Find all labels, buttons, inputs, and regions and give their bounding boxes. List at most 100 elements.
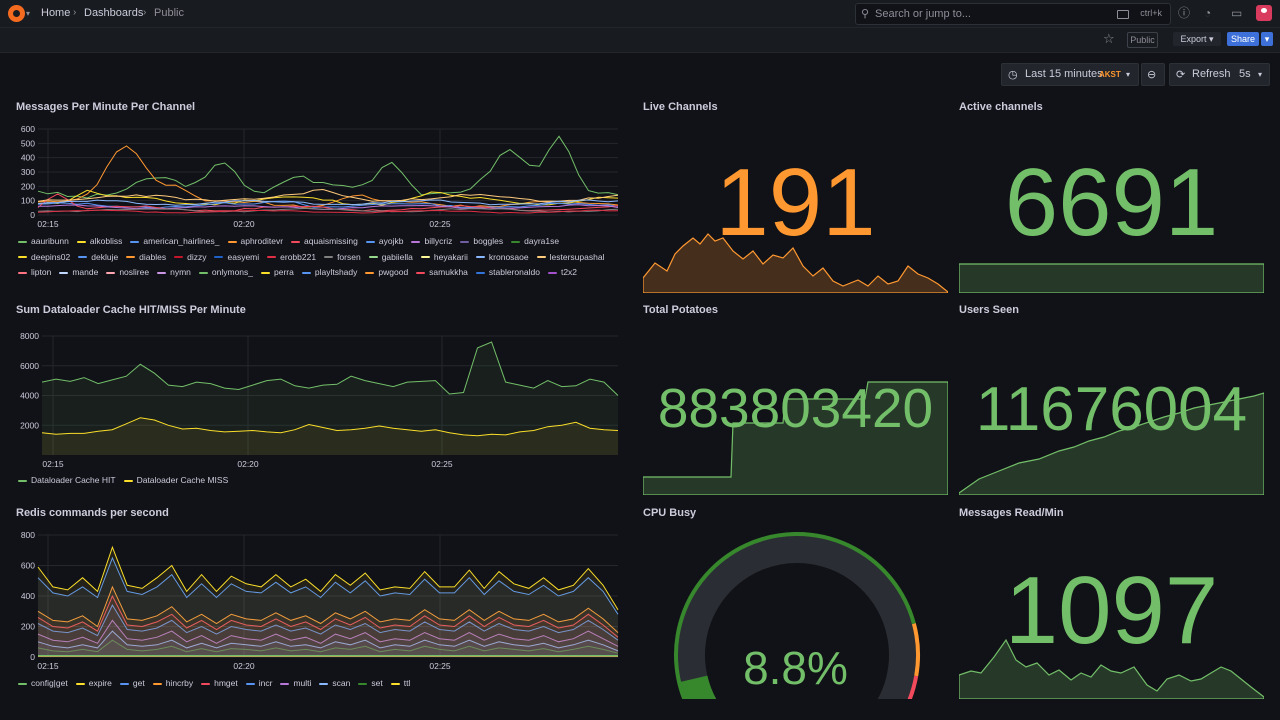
panel-redis-commands[interactable]: Redis commands per second 0 200 400 600 800 0… [16, 507, 626, 692]
legend-item[interactable]: config|get [18, 676, 68, 692]
legend-item[interactable]: Dataloader Cache HIT [18, 473, 116, 489]
panel-messages-per-minute[interactable]: Messages Per Minute Per Channel 0 100 200 3… [16, 101, 626, 290]
series-area [38, 586, 618, 657]
legend-item[interactable]: billycriz [411, 234, 452, 250]
legend-label: incr [258, 678, 273, 688]
panel-title: Messages Per Minute Per Channel [16, 101, 196, 113]
legend-item[interactable]: set [358, 676, 383, 692]
legend-item[interactable]: incr [245, 676, 273, 692]
user-avatar[interactable] [1256, 5, 1272, 21]
legend-label: aauribunn [31, 236, 69, 246]
star-icon[interactable]: ☆ [1103, 31, 1115, 46]
legend-item[interactable]: dizzy [174, 250, 206, 266]
legend-item[interactable]: alkobliss [76, 234, 122, 250]
legend-item[interactable]: stableronaldo [475, 265, 540, 281]
legend-label: deepins02 [31, 251, 71, 262]
series-area [38, 640, 618, 657]
legend-item[interactable]: heyakarii [420, 250, 468, 266]
legend-swatch [18, 682, 27, 685]
legend-item[interactable]: gabiiella [368, 250, 413, 266]
panel-messages-read[interactable]: Messages Read/Min 1097 [959, 507, 1264, 699]
legend-item[interactable]: t2x2 [547, 265, 577, 281]
legend-item[interactable]: kronosaoe [475, 250, 529, 266]
legend-item[interactable]: scan [319, 676, 350, 692]
legend-item[interactable]: expire [75, 676, 112, 692]
legend-item[interactable]: erobb221 [267, 250, 316, 266]
legend-item[interactable]: nymn [157, 265, 191, 281]
series-area [38, 605, 618, 657]
legend-item[interactable]: Dataloader Cache MISS [123, 473, 229, 489]
legend-label: lestersupashal [549, 251, 605, 262]
legend-item[interactable]: dayra1se [511, 234, 559, 250]
help-icon[interactable]: ⓘ [1178, 6, 1191, 20]
legend-item[interactable]: easyemi [214, 250, 259, 266]
legend-item[interactable]: dekluje [78, 250, 118, 266]
panel-total-potatoes[interactable]: Total Potatoes 883803420 [643, 304, 948, 495]
legend-item[interactable]: hmget [201, 676, 238, 692]
legend-item[interactable]: lestersupashal [536, 250, 605, 266]
legend-swatch [78, 256, 88, 259]
share-options-chevron-icon[interactable]: ▾ [1261, 32, 1273, 46]
legend-item[interactable]: hincrby [152, 676, 193, 692]
grafana-logo-icon[interactable] [8, 5, 25, 22]
y-tick-label: 200 [21, 181, 35, 191]
legend-label: kronosaoe [488, 251, 529, 262]
legend-item[interactable]: boggles [460, 234, 503, 250]
chevron-down-icon: ▾ [1258, 70, 1263, 79]
legend-swatch [76, 240, 86, 243]
refresh-button[interactable]: ⟳ Refresh 5s ▾ [1169, 63, 1270, 86]
legend-item[interactable]: american_hairlines_ [130, 234, 220, 250]
legend-item[interactable]: multi [280, 676, 311, 692]
rss-news-icon[interactable]: ◔ [1204, 6, 1212, 20]
refresh-label: Refresh [1192, 68, 1231, 80]
legend-item[interactable]: aphroditevr [227, 234, 283, 250]
export-button[interactable]: Export ▾ [1173, 32, 1221, 46]
legend-item[interactable]: onlymons_ [198, 265, 253, 281]
panel-live-channels[interactable]: Live Channels 191 [643, 101, 948, 293]
legend-item[interactable]: ayojkb [365, 234, 404, 250]
legend-label: lipton [31, 267, 52, 277]
legend-item[interactable]: mande [59, 265, 98, 281]
panel-active-channels[interactable]: Active channels 6691 [959, 101, 1264, 293]
legend-item[interactable]: aauribunn [18, 234, 69, 250]
legend-item[interactable]: perra [261, 265, 294, 281]
legend-swatch [368, 256, 378, 259]
y-tick-label: 200 [21, 622, 35, 632]
series-line [37, 208, 619, 213]
legend-item[interactable]: aquaismissing [291, 234, 358, 250]
series-area [42, 342, 618, 455]
share-button[interactable]: Share [1227, 32, 1259, 46]
zoom-out-button[interactable]: ⊖ [1141, 63, 1165, 86]
legend-item[interactable]: forsen [324, 250, 361, 266]
legend-label: Dataloader Cache MISS [136, 475, 229, 485]
time-range-picker[interactable]: ◷ Last 15 minutes AKST ▾ [1001, 63, 1139, 86]
legend-swatch [119, 682, 129, 685]
breadcrumb-dashboards[interactable]: Dashboards [84, 7, 144, 19]
legend-item[interactable]: playltshady [301, 265, 357, 281]
panel-users-seen[interactable]: Users Seen 11676004 [959, 304, 1264, 495]
series-line [37, 189, 619, 206]
legend-item[interactable]: lipton [18, 265, 51, 281]
legend-item[interactable]: ttl [390, 676, 410, 692]
legend-item[interactable]: get [119, 676, 145, 692]
panel-cpu-busy[interactable]: CPU Busy 8.8% [643, 507, 948, 699]
legend-swatch [536, 256, 546, 259]
legend-item[interactable]: pwgood [365, 265, 408, 281]
monitor-icon[interactable]: ▭ [1231, 6, 1243, 20]
legend-item[interactable]: diables [126, 250, 166, 266]
series-area [38, 631, 618, 657]
legend-swatch [261, 271, 271, 274]
legend-label: perra [274, 267, 294, 277]
legend-swatch [18, 240, 27, 243]
legend-swatch [358, 682, 368, 685]
breadcrumb-home[interactable]: Home [41, 7, 71, 19]
legend-item[interactable]: nosliree [106, 265, 149, 281]
legend-item[interactable]: samukkha [416, 265, 468, 281]
export-label: Export [1180, 34, 1207, 44]
legend-label: ayojkb [378, 236, 404, 246]
search-input[interactable]: ⚲ Search or jump to... ctrl+k [855, 3, 1171, 25]
chevron-down-icon[interactable]: ▾ [26, 9, 31, 18]
messages-read-sparkline [959, 638, 1264, 699]
panel-dataloader-cache[interactable]: Sum Dataloader Cache HIT/MISS Per Minute… [16, 304, 626, 489]
legend-item[interactable]: deepins02 [18, 250, 70, 266]
